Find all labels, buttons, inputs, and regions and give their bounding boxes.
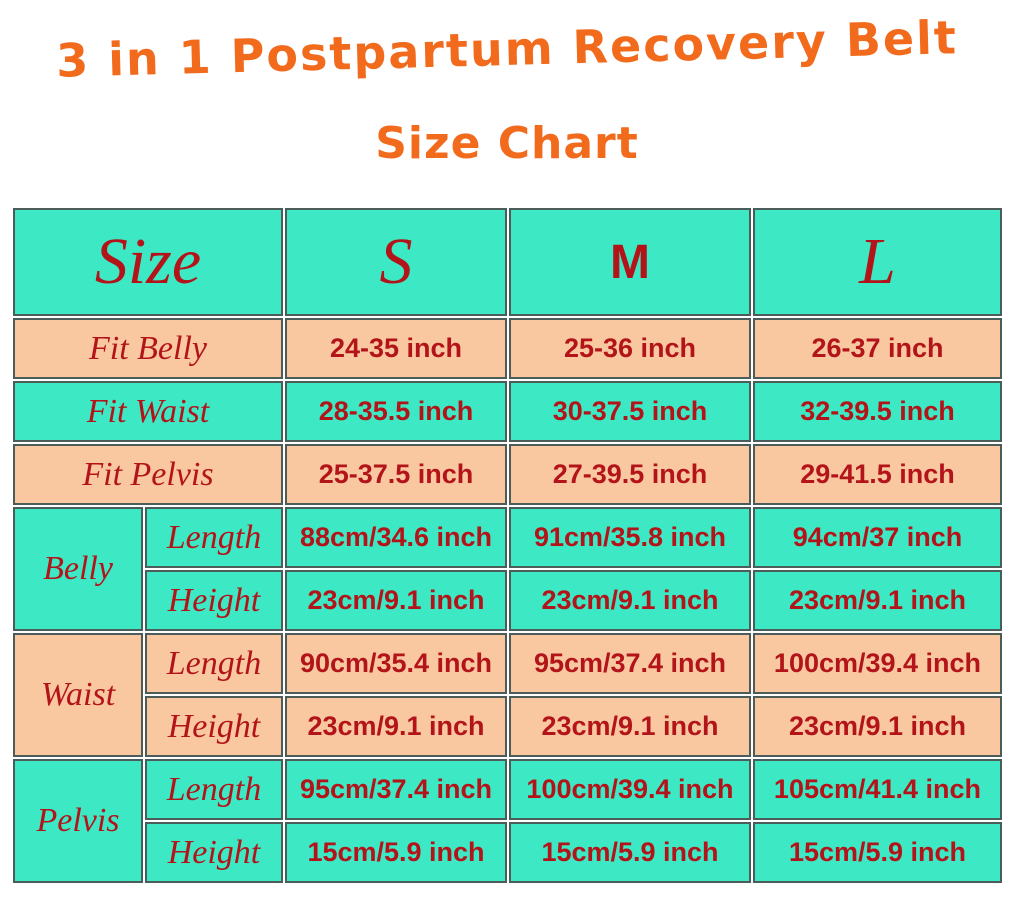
row-label: Fit Belly — [13, 318, 283, 379]
value-cell: 90cm/35.4 inch — [285, 633, 507, 694]
value-cell: 15cm/5.9 inch — [753, 822, 1002, 883]
group-label: Waist — [13, 633, 143, 757]
row-label: Fit Waist — [13, 381, 283, 442]
value-cell: 25-36 inch — [509, 318, 751, 379]
row-label: Fit Pelvis — [13, 444, 283, 505]
value-cell: 95cm/37.4 inch — [509, 633, 751, 694]
sub-label: Length — [145, 633, 283, 694]
value-cell: 105cm/41.4 inch — [753, 759, 1002, 820]
sub-label: Length — [145, 507, 283, 568]
value-cell: 88cm/34.6 inch — [285, 507, 507, 568]
sub-label: Height — [145, 696, 283, 757]
sub-label: Height — [145, 570, 283, 631]
value-cell: 94cm/37 inch — [753, 507, 1002, 568]
value-cell: 28-35.5 inch — [285, 381, 507, 442]
sub-label: Height — [145, 822, 283, 883]
header-cell: S — [285, 208, 507, 316]
header-cell: M — [509, 208, 751, 316]
value-cell: 24-35 inch — [285, 318, 507, 379]
value-cell: 23cm/9.1 inch — [285, 696, 507, 757]
value-cell: 27-39.5 inch — [509, 444, 751, 505]
subtitle: Size Chart — [375, 118, 639, 169]
value-cell: 32-39.5 inch — [753, 381, 1002, 442]
value-cell: 23cm/9.1 inch — [753, 696, 1002, 757]
value-cell: 23cm/9.1 inch — [509, 570, 751, 631]
value-cell: 15cm/5.9 inch — [509, 822, 751, 883]
title: 3 in 1 Postpartum Recovery Belt — [55, 10, 959, 88]
value-cell: 25-37.5 inch — [285, 444, 507, 505]
value-cell: 91cm/35.8 inch — [509, 507, 751, 568]
value-cell: 23cm/9.1 inch — [753, 570, 1002, 631]
value-cell: 29-41.5 inch — [753, 444, 1002, 505]
group-label: Pelvis — [13, 759, 143, 883]
value-cell: 15cm/5.9 inch — [285, 822, 507, 883]
value-cell: 23cm/9.1 inch — [285, 570, 507, 631]
sub-label: Length — [145, 759, 283, 820]
value-cell: 30-37.5 inch — [509, 381, 751, 442]
value-cell: 23cm/9.1 inch — [509, 696, 751, 757]
value-cell: 100cm/39.4 inch — [753, 633, 1002, 694]
value-cell: 95cm/37.4 inch — [285, 759, 507, 820]
value-cell: 26-37 inch — [753, 318, 1002, 379]
value-cell: 100cm/39.4 inch — [509, 759, 751, 820]
header-cell: L — [753, 208, 1002, 316]
group-label: Belly — [13, 507, 143, 631]
header-cell: Size — [13, 208, 283, 316]
